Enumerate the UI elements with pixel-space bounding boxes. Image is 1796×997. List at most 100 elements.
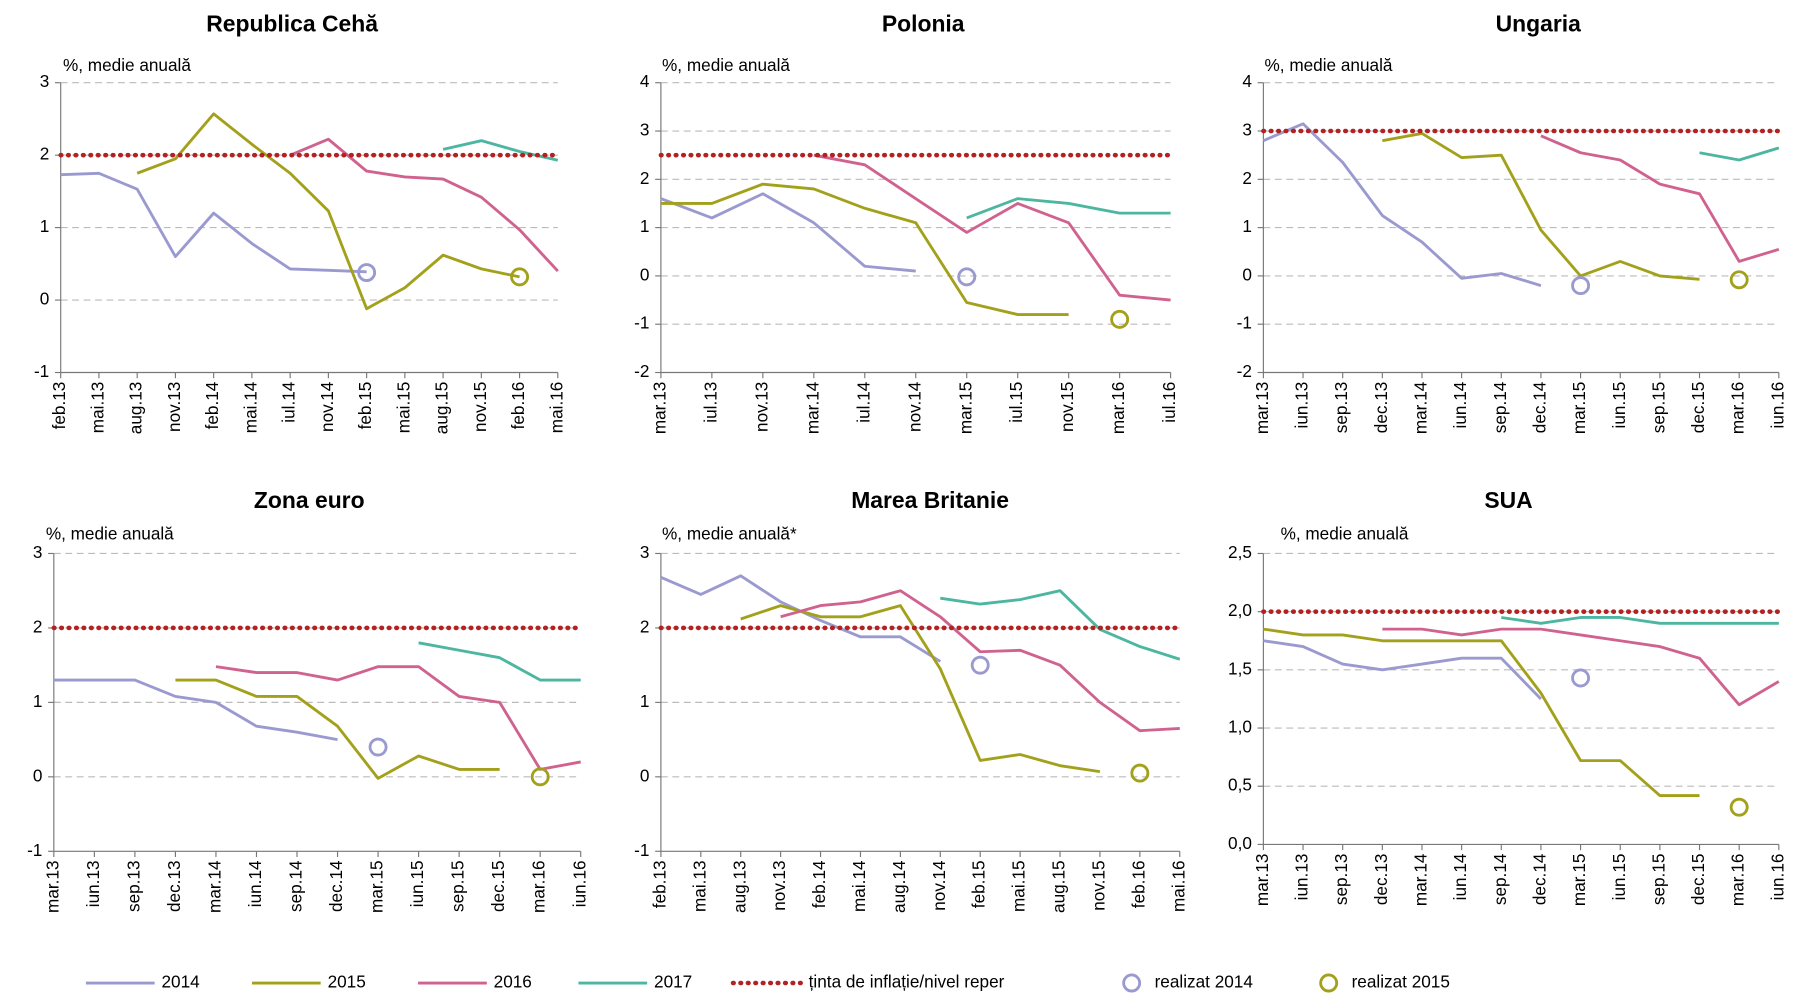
x-tick-label: dec.14 bbox=[1529, 853, 1549, 905]
x-tick-label: feb.13 bbox=[49, 382, 69, 430]
x-tick-label: aug.15 bbox=[1049, 860, 1069, 913]
y-tick-label: 3 bbox=[40, 71, 50, 91]
x-tick-label: mai.13 bbox=[689, 860, 709, 912]
series-line bbox=[175, 678, 500, 780]
x-tick-label: mai.16 bbox=[546, 382, 566, 434]
x-tick-label: feb.15 bbox=[969, 860, 989, 908]
y-axis-label: %, medie anuală bbox=[662, 55, 790, 75]
x-tick-label: dec.15 bbox=[488, 860, 508, 912]
x-tick-label: mar.16 bbox=[529, 860, 549, 913]
series-line bbox=[1262, 122, 1542, 287]
x-tick-label: feb.13 bbox=[649, 860, 669, 908]
chart-title: SUA bbox=[1484, 487, 1532, 513]
y-tick-label: 4 bbox=[640, 71, 650, 91]
chart-title: Ungaria bbox=[1496, 10, 1581, 36]
y-tick-label: 1 bbox=[33, 691, 43, 711]
y-tick-label: 3 bbox=[33, 542, 43, 562]
y-tick-label: 4 bbox=[1242, 71, 1252, 91]
series-line bbox=[136, 112, 520, 311]
series-line bbox=[1263, 639, 1542, 700]
legend-marker bbox=[1319, 973, 1339, 993]
x-tick-label: mar.16 bbox=[1728, 382, 1748, 435]
x-tick-label: mai.15 bbox=[1009, 860, 1029, 912]
x-tick-label: dec.13 bbox=[1371, 382, 1391, 434]
x-tick-label: mai.14 bbox=[240, 381, 260, 433]
x-tick-label: feb.14 bbox=[809, 860, 829, 908]
x-tick-label: sep.13 bbox=[1331, 854, 1351, 906]
x-tick-label: dec.15 bbox=[1688, 854, 1708, 906]
realized-marker bbox=[957, 267, 977, 287]
y-tick-label: 2,5 bbox=[1228, 542, 1252, 562]
x-tick-label: sep.13 bbox=[1331, 382, 1351, 434]
legend-label: 2014 bbox=[162, 972, 201, 992]
chart-title: Marea Britanie bbox=[851, 487, 1009, 513]
x-tick-label: mar.13 bbox=[42, 860, 62, 913]
y-tick-label: 0,0 bbox=[1228, 833, 1252, 853]
x-tick-label: iul.15 bbox=[1006, 382, 1026, 423]
y-axis-label: %, medie anuală bbox=[46, 524, 174, 544]
x-tick-label: iul.13 bbox=[700, 382, 720, 423]
chart-title: Zona euro bbox=[254, 487, 365, 513]
y-axis-label: %, medie anuală bbox=[1265, 55, 1393, 75]
series-line bbox=[660, 182, 1069, 316]
x-tick-label: iul.14 bbox=[279, 381, 299, 423]
y-tick-label: 1 bbox=[640, 691, 650, 711]
x-tick-label: nov.14 bbox=[929, 860, 949, 911]
y-tick-label: 1 bbox=[40, 216, 50, 236]
x-tick-label: nov.13 bbox=[769, 860, 789, 910]
x-tick-label: iun.13 bbox=[1292, 854, 1312, 901]
series-line bbox=[1263, 627, 1700, 797]
y-tick-label: 2 bbox=[1242, 168, 1252, 188]
x-tick-label: sep.15 bbox=[1648, 382, 1668, 434]
x-tick-label: nov.15 bbox=[1088, 860, 1108, 910]
series-line bbox=[60, 171, 367, 274]
series-line bbox=[660, 574, 942, 663]
x-tick-label: sep.14 bbox=[1490, 853, 1510, 905]
x-tick-label: mar.15 bbox=[1569, 382, 1589, 435]
realized-marker bbox=[530, 767, 550, 787]
chart-title: Polonia bbox=[882, 10, 965, 36]
series-line bbox=[813, 153, 1171, 302]
x-tick-label: nov.14 bbox=[317, 381, 337, 432]
x-tick-label: feb.15 bbox=[355, 382, 375, 430]
y-tick-label: 1,5 bbox=[1228, 658, 1252, 678]
y-axis-label: %, medie anuală* bbox=[662, 524, 797, 544]
realized-marker bbox=[357, 263, 377, 282]
y-tick-label: 0 bbox=[40, 289, 50, 309]
x-tick-label: mai.16 bbox=[1168, 860, 1188, 912]
x-tick-label: aug.13 bbox=[729, 860, 749, 913]
x-tick-label: feb.16 bbox=[508, 382, 528, 430]
x-tick-label: nov.13 bbox=[164, 382, 184, 432]
series-line bbox=[1382, 627, 1780, 707]
x-tick-label: nov.14 bbox=[904, 381, 924, 432]
x-tick-label: mar.15 bbox=[1569, 854, 1589, 907]
series-line bbox=[1699, 146, 1780, 162]
series-line bbox=[740, 604, 1101, 774]
y-axis-label: %, medie anuală bbox=[1281, 524, 1409, 544]
y-tick-label: -1 bbox=[634, 840, 649, 860]
realized-marker bbox=[1571, 668, 1591, 688]
x-tick-label: iun.16 bbox=[1767, 382, 1787, 429]
y-tick-label: 2,0 bbox=[1228, 600, 1252, 620]
series-line bbox=[966, 197, 1171, 220]
y-tick-label: -1 bbox=[634, 313, 649, 333]
realized-marker bbox=[1729, 797, 1749, 817]
y-tick-label: 1 bbox=[640, 216, 650, 236]
y-tick-label: 2 bbox=[33, 616, 43, 636]
x-tick-label: iun.15 bbox=[1609, 382, 1629, 429]
series-line bbox=[1540, 134, 1780, 263]
legend-label: 2016 bbox=[494, 972, 532, 992]
realized-marker bbox=[1130, 763, 1150, 783]
chart-title: Republica Cehă bbox=[206, 10, 378, 36]
x-tick-label: mar.14 bbox=[204, 860, 224, 913]
legend-label: realizat 2014 bbox=[1155, 972, 1254, 992]
x-tick-label: mai.14 bbox=[849, 860, 869, 912]
x-tick-label: dec.13 bbox=[1371, 854, 1391, 906]
y-tick-label: 0 bbox=[640, 765, 650, 785]
x-tick-label: nov.15 bbox=[1057, 382, 1077, 432]
x-tick-label: mar.13 bbox=[1252, 382, 1272, 435]
x-tick-label: iun.16 bbox=[569, 860, 589, 907]
x-tick-label: mar.13 bbox=[1252, 854, 1272, 907]
